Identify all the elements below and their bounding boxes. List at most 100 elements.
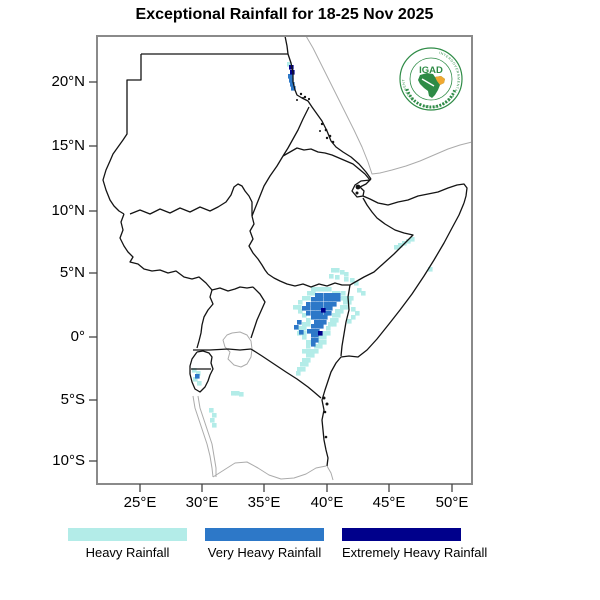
rain-cell-heavy	[302, 331, 307, 336]
rain-cell-heavy	[306, 349, 311, 354]
rain-cell-heavy	[300, 362, 305, 367]
rain-cell-very-heavy	[319, 311, 324, 316]
rain-cell-heavy	[298, 326, 303, 331]
rain-cell-heavy	[314, 344, 319, 349]
rain-cell-heavy	[331, 268, 336, 273]
rain-cell-heavy	[297, 305, 302, 310]
rain-cell-heavy	[210, 418, 215, 423]
rain-cell-heavy	[306, 318, 311, 323]
rain-cell-heavy	[347, 300, 352, 305]
island-dot	[303, 95, 307, 99]
rain-cell-heavy	[315, 287, 320, 292]
rain-cell-very-heavy	[319, 324, 324, 329]
rain-cell-heavy	[297, 367, 302, 372]
rain-cell-heavy	[326, 326, 331, 331]
rain-cell-very-heavy	[302, 306, 307, 311]
lon-tick-label: 30°E	[185, 494, 219, 511]
island-dot	[319, 130, 321, 132]
rain-cell-heavy	[306, 353, 311, 358]
map-frame	[96, 35, 473, 485]
legend: Heavy Rainfall Very Heavy Rainfall Extre…	[0, 524, 600, 574]
rain-cell-very-heavy	[328, 293, 333, 298]
rain-cell-very-heavy	[315, 293, 320, 298]
rain-cell-heavy	[196, 371, 201, 376]
rain-cell-very-heavy	[311, 342, 316, 347]
rain-cell-heavy	[349, 296, 354, 301]
rain-cell-heavy	[314, 349, 319, 354]
lat-tick-label: 5°S	[60, 391, 85, 408]
legend-label-heavy: Heavy Rainfall	[85, 545, 170, 560]
rain-cell-heavy	[332, 322, 337, 327]
rain-cell-very-heavy	[288, 74, 293, 79]
rain-cell-heavy	[322, 340, 327, 345]
rain-cell-heavy	[318, 335, 323, 340]
logo-laurel-wreath	[405, 88, 457, 109]
rain-cell-heavy	[340, 305, 345, 310]
island-dot	[296, 99, 298, 101]
lon-tick-label: 25°E	[123, 494, 157, 511]
rain-cell-very-heavy	[322, 320, 327, 325]
rain-cell-very-heavy	[311, 302, 316, 307]
rain-cell-heavy	[357, 288, 362, 293]
neighbor-border-line	[326, 465, 334, 481]
rain-cell-very-heavy	[299, 330, 304, 335]
logo-handshake-mark	[421, 78, 435, 87]
rain-cell-heavy	[306, 340, 311, 345]
island-dot	[325, 136, 329, 140]
rain-cell-heavy	[323, 287, 328, 292]
legend-item-very-heavy: Very Heavy Rainfall	[205, 528, 324, 560]
rain-cell-very-heavy	[319, 293, 324, 298]
country-border-line	[189, 350, 214, 393]
island-dot	[299, 92, 303, 96]
rain-cell-very-heavy	[290, 82, 295, 87]
rain-cell-very-heavy	[328, 302, 333, 307]
rain-cell-heavy	[231, 391, 236, 396]
rain-cell-extremely-heavy	[290, 70, 295, 75]
rain-cell-very-heavy	[314, 333, 319, 338]
map-title: Exceptional Rainfall for 18-25 Nov 2025	[135, 6, 434, 23]
rain-cell-heavy	[336, 313, 341, 318]
rain-cell-heavy	[287, 62, 292, 67]
rain-cell-heavy	[410, 237, 415, 242]
country-border-line	[250, 348, 322, 399]
rain-cell-heavy	[298, 300, 303, 305]
rain-cell-heavy	[302, 326, 307, 331]
rain-cell-heavy	[212, 413, 217, 418]
rain-cell-very-heavy	[315, 297, 320, 302]
rain-cell-very-heavy	[318, 320, 323, 325]
rain-cell-very-heavy	[327, 311, 332, 316]
rain-cell-heavy	[302, 335, 307, 340]
rain-cell-very-heavy	[311, 333, 316, 338]
rain-cell-heavy	[306, 296, 311, 301]
rain-cell-very-heavy	[324, 293, 329, 298]
rain-cell-heavy	[394, 245, 399, 250]
rain-cell-heavy	[311, 291, 316, 296]
rain-cell-very-heavy	[314, 338, 319, 343]
lat-tick-label: 15°N	[51, 137, 85, 154]
rain-cell-heavy	[239, 392, 244, 397]
rain-cell-heavy	[296, 371, 301, 376]
rain-cell-heavy	[302, 296, 307, 301]
igad-logo: INTERGOVERNMENTAL AUTHORITY ON DEVELOPME…	[399, 47, 463, 111]
rain-cell-heavy	[398, 243, 403, 248]
rain-cell-heavy	[340, 270, 345, 275]
country-border-line	[340, 284, 351, 357]
rain-cell-heavy	[302, 322, 307, 327]
rain-cell-heavy	[304, 362, 309, 367]
lat-tick-label: 10°S	[52, 452, 85, 469]
country-border-line	[362, 183, 468, 206]
lon-tick-label: 45°E	[372, 494, 406, 511]
rain-cell-heavy	[351, 315, 356, 320]
country-border-line	[321, 202, 465, 467]
rain-cell-heavy	[310, 349, 315, 354]
rain-cell-heavy	[332, 313, 337, 318]
rain-cell-heavy	[406, 239, 411, 244]
country-border-line	[193, 348, 252, 351]
island-dot	[355, 184, 361, 190]
rain-cell-very-heavy	[328, 297, 333, 302]
rain-cell-very-heavy	[332, 302, 337, 307]
rain-cell-heavy	[193, 377, 198, 382]
rain-cell-very-heavy	[324, 302, 329, 307]
neighbor-border-line	[305, 35, 473, 175]
